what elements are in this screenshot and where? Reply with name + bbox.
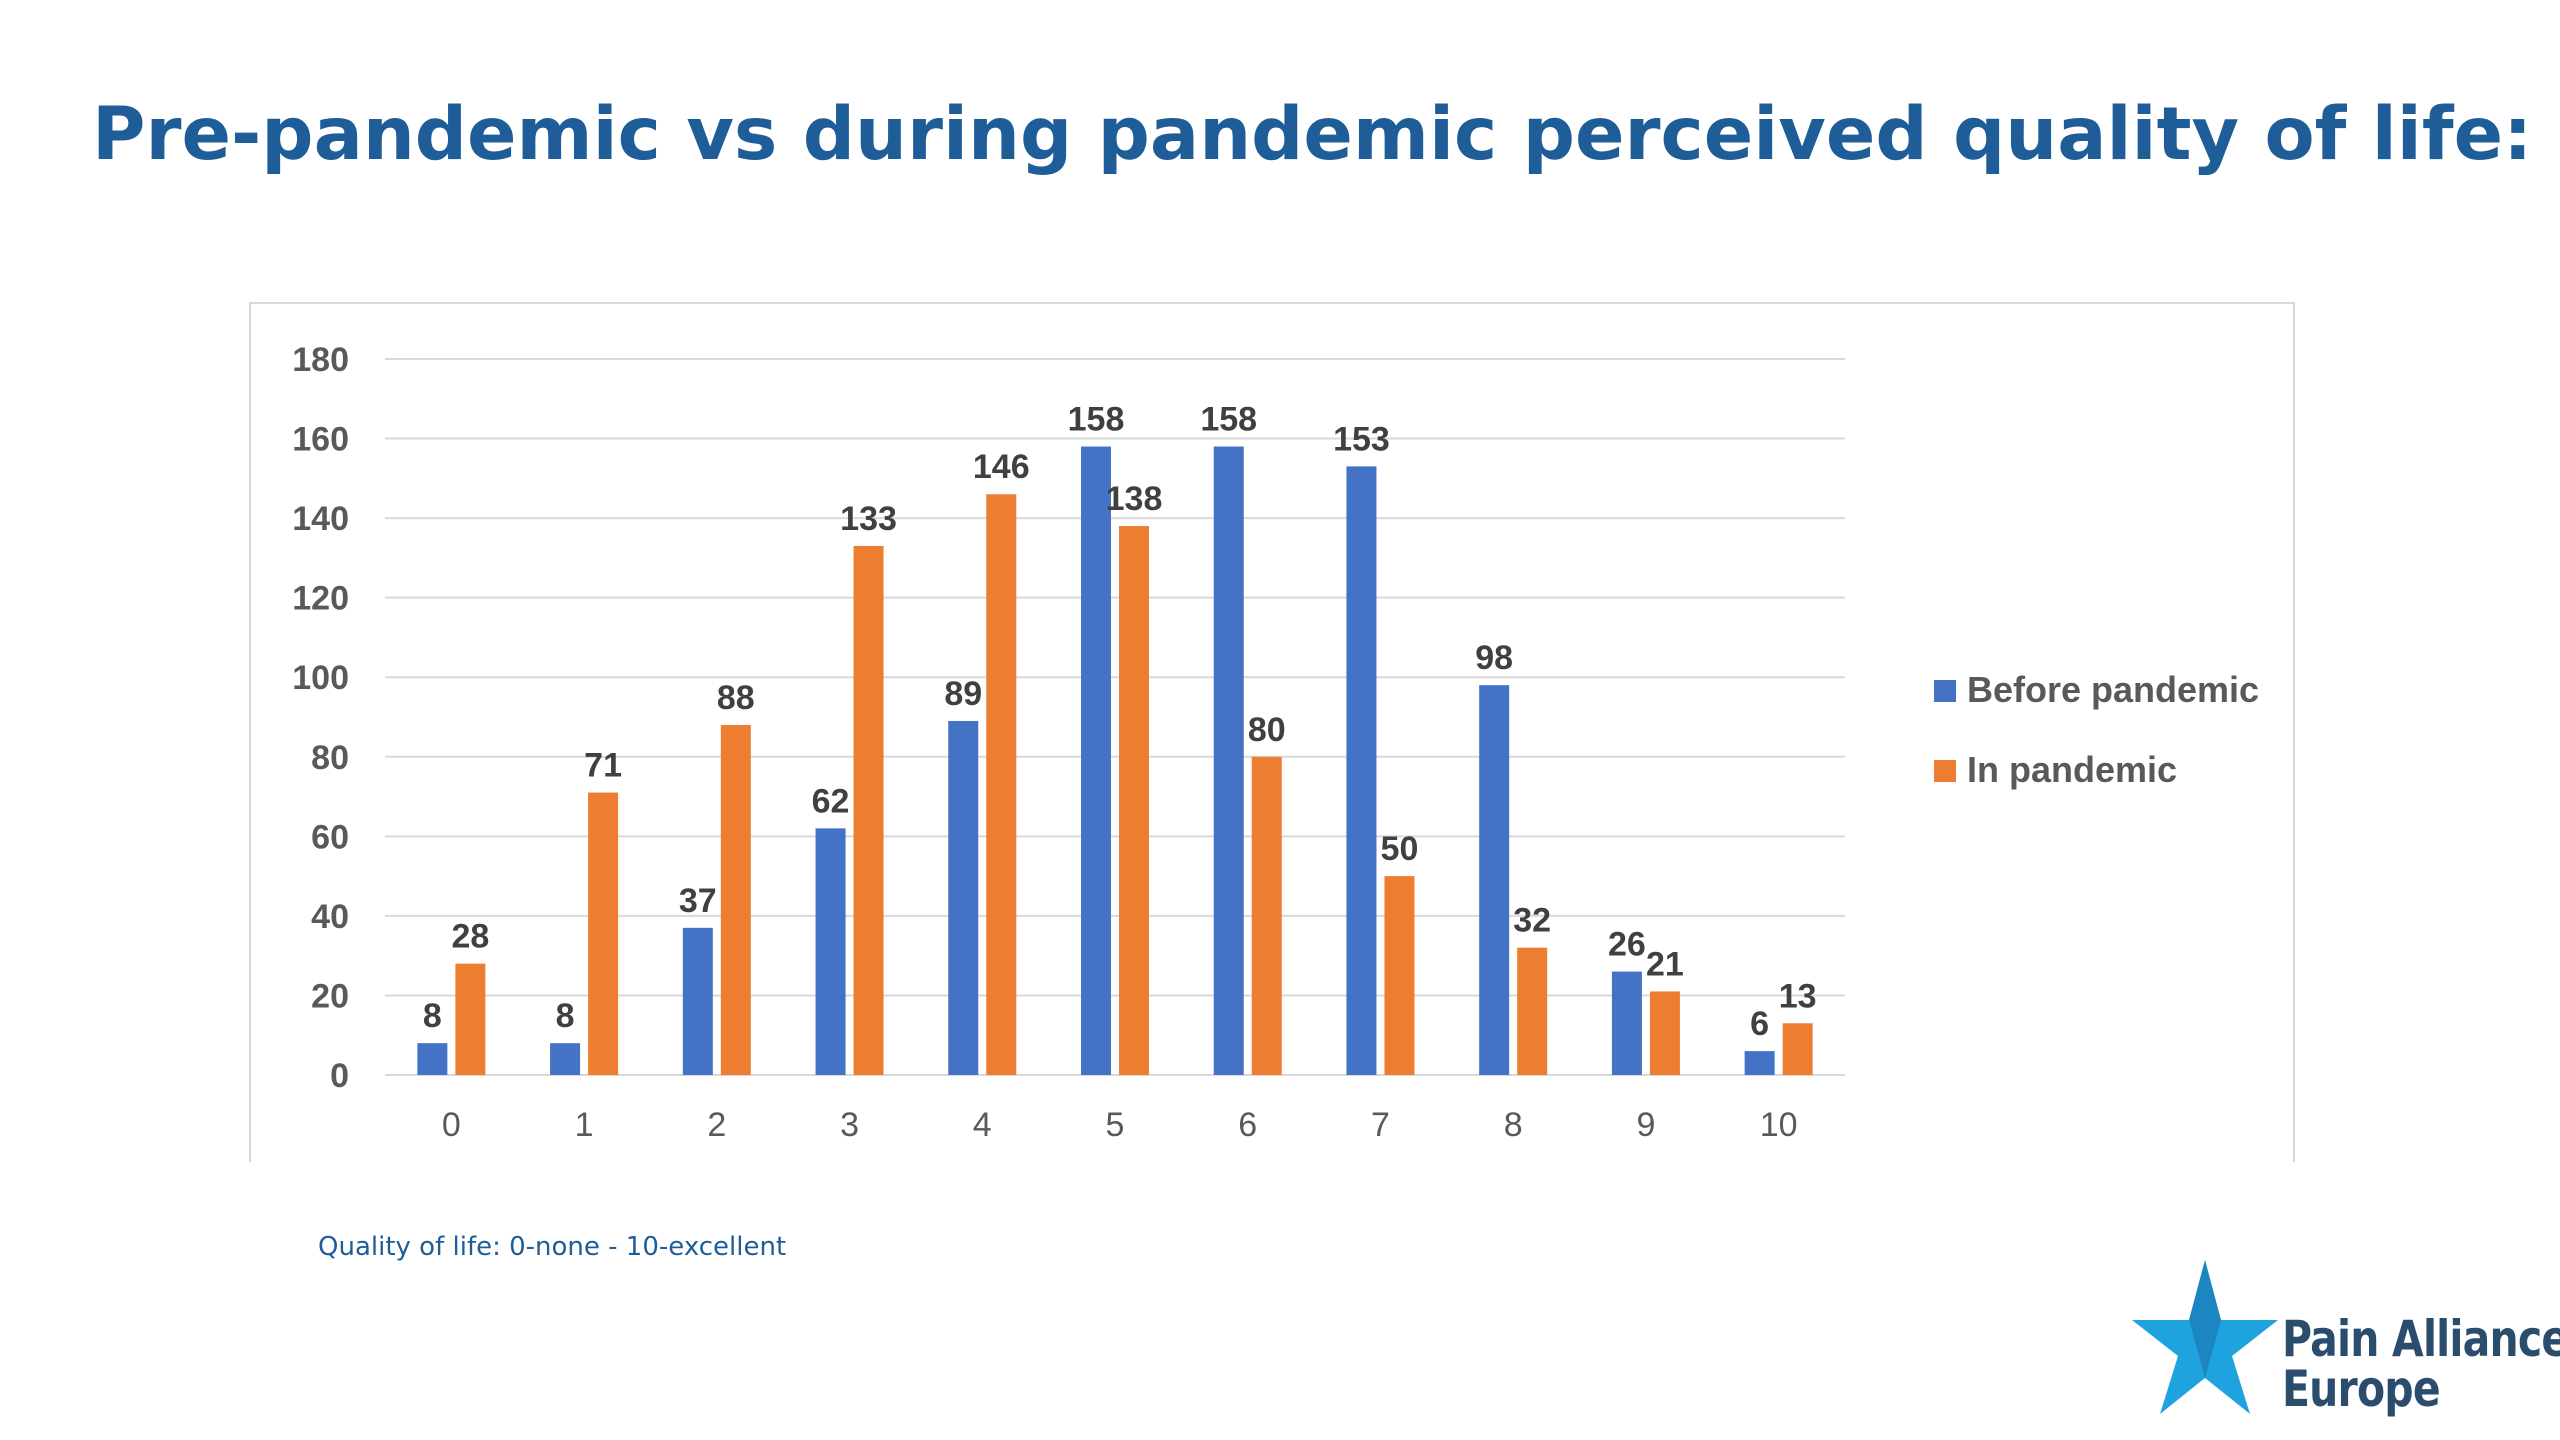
bar-in-pandemic [1782, 1023, 1813, 1075]
legend-label-before-pandemic: Before pandemic [1967, 669, 2259, 710]
pain-alliance-logo: Pain Alliance Europe [2130, 1258, 2560, 1418]
x-tick-label: 0 [442, 1106, 461, 1144]
data-label-before-pandemic: 37 [679, 882, 717, 920]
data-label-in-pandemic: 146 [973, 448, 1030, 486]
star-icon [2132, 1260, 2278, 1414]
x-tick-label: 6 [1238, 1106, 1257, 1144]
x-tick-label: 7 [1371, 1106, 1390, 1144]
data-label-in-pandemic: 133 [840, 500, 897, 538]
data-label-in-pandemic: 28 [451, 918, 489, 956]
bar-in-pandemic [986, 494, 1017, 1075]
x-axis-ticks: 0 1 2 3 4 5 6 7 8 9 10 [442, 1106, 1798, 1144]
bar-before-pandemic [550, 1043, 581, 1075]
data-label-before-pandemic: 8 [556, 997, 575, 1035]
data-label-before-pandemic: 89 [944, 675, 982, 713]
x-tick-label: 8 [1504, 1106, 1523, 1144]
bar-in-pandemic [1251, 756, 1282, 1075]
bar-in-pandemic [720, 724, 751, 1075]
bar-in-pandemic [1517, 947, 1548, 1075]
data-label-before-pandemic: 153 [1333, 420, 1390, 458]
data-label-before-pandemic: 26 [1608, 926, 1646, 964]
bar-before-pandemic [1479, 685, 1510, 1075]
x-tick-label: 4 [973, 1106, 992, 1144]
bar-in-pandemic [853, 545, 884, 1075]
data-label-before-pandemic: 6 [1750, 1005, 1769, 1043]
y-tick-label: 140 [292, 500, 349, 538]
slide-title: Pre-pandemic vs during pandemic perceive… [92, 92, 2533, 177]
y-tick-label: 80 [311, 739, 349, 777]
data-label-in-pandemic: 21 [1646, 945, 1684, 983]
bar-before-pandemic [1081, 446, 1111, 1075]
y-tick-label: 60 [311, 818, 349, 856]
data-label-before-pandemic: 62 [812, 782, 850, 820]
bar-before-pandemic [1213, 446, 1244, 1075]
y-tick-label: 160 [292, 421, 349, 459]
bar-before-pandemic [815, 828, 846, 1075]
x-tick-label: 2 [707, 1106, 726, 1144]
bar-before-pandemic [682, 927, 713, 1075]
bar-before-pandemic [417, 1043, 448, 1075]
data-label-in-pandemic: 138 [1106, 480, 1163, 518]
footnote: Quality of life: 0-none - 10-excellent [318, 1232, 787, 1262]
y-tick-label: 40 [311, 898, 349, 936]
bar-before-pandemic [1744, 1051, 1775, 1075]
data-label-in-pandemic: 71 [584, 747, 622, 785]
data-label-in-pandemic: 32 [1513, 902, 1551, 940]
y-tick-label: 20 [311, 977, 349, 1015]
bar-in-pandemic [1384, 876, 1415, 1075]
legend-swatch-in-pandemic [1934, 760, 1956, 782]
bar-in-pandemic [1119, 526, 1149, 1075]
data-label-in-pandemic: 88 [717, 679, 755, 717]
data-label-in-pandemic: 13 [1779, 977, 1817, 1015]
bar-in-pandemic [588, 792, 619, 1075]
y-tick-label: 100 [292, 659, 349, 697]
gridlines [385, 358, 1845, 1076]
bar-in-pandemic [1649, 991, 1680, 1075]
legend: Before pandemic In pandemic [1934, 669, 2259, 790]
y-tick-label: 120 [292, 580, 349, 618]
logo-text-line2: Europe [2282, 1360, 2441, 1418]
legend-label-in-pandemic: In pandemic [1967, 749, 2177, 790]
data-label-before-pandemic: 98 [1475, 639, 1513, 677]
data-label-in-pandemic: 80 [1248, 711, 1286, 749]
bar-in-pandemic [455, 963, 486, 1075]
x-tick-label: 1 [575, 1106, 594, 1144]
data-labels: 8 28 8 71 37 88 62 133 89 146 158 138 158 80 153 50 98 32… [423, 401, 1817, 1044]
x-tick-label: 5 [1106, 1106, 1125, 1144]
chart-frame: 0 20 40 60 80 100 120 140 160 180 8 28 8 71 37 88 62 133… [249, 302, 2295, 1162]
data-label-before-pandemic: 8 [423, 997, 442, 1035]
bar-before-pandemic [1346, 466, 1377, 1075]
data-label-before-pandemic: 158 [1068, 401, 1125, 439]
bar-before-pandemic [1611, 971, 1642, 1075]
y-axis-ticks: 0 20 40 60 80 100 120 140 160 180 [292, 341, 349, 1095]
data-label-in-pandemic: 50 [1381, 830, 1419, 868]
bars [417, 446, 1813, 1075]
x-tick-label: 10 [1760, 1106, 1798, 1144]
logo-text-line1: Pain Alliance [2282, 1310, 2560, 1368]
y-tick-label: 180 [292, 341, 349, 379]
y-tick-label: 0 [330, 1057, 349, 1095]
data-label-before-pandemic: 158 [1200, 401, 1257, 439]
x-tick-label: 9 [1636, 1106, 1655, 1144]
legend-swatch-before-pandemic [1934, 680, 1956, 702]
bar-before-pandemic [948, 720, 979, 1075]
x-tick-label: 3 [840, 1106, 859, 1144]
